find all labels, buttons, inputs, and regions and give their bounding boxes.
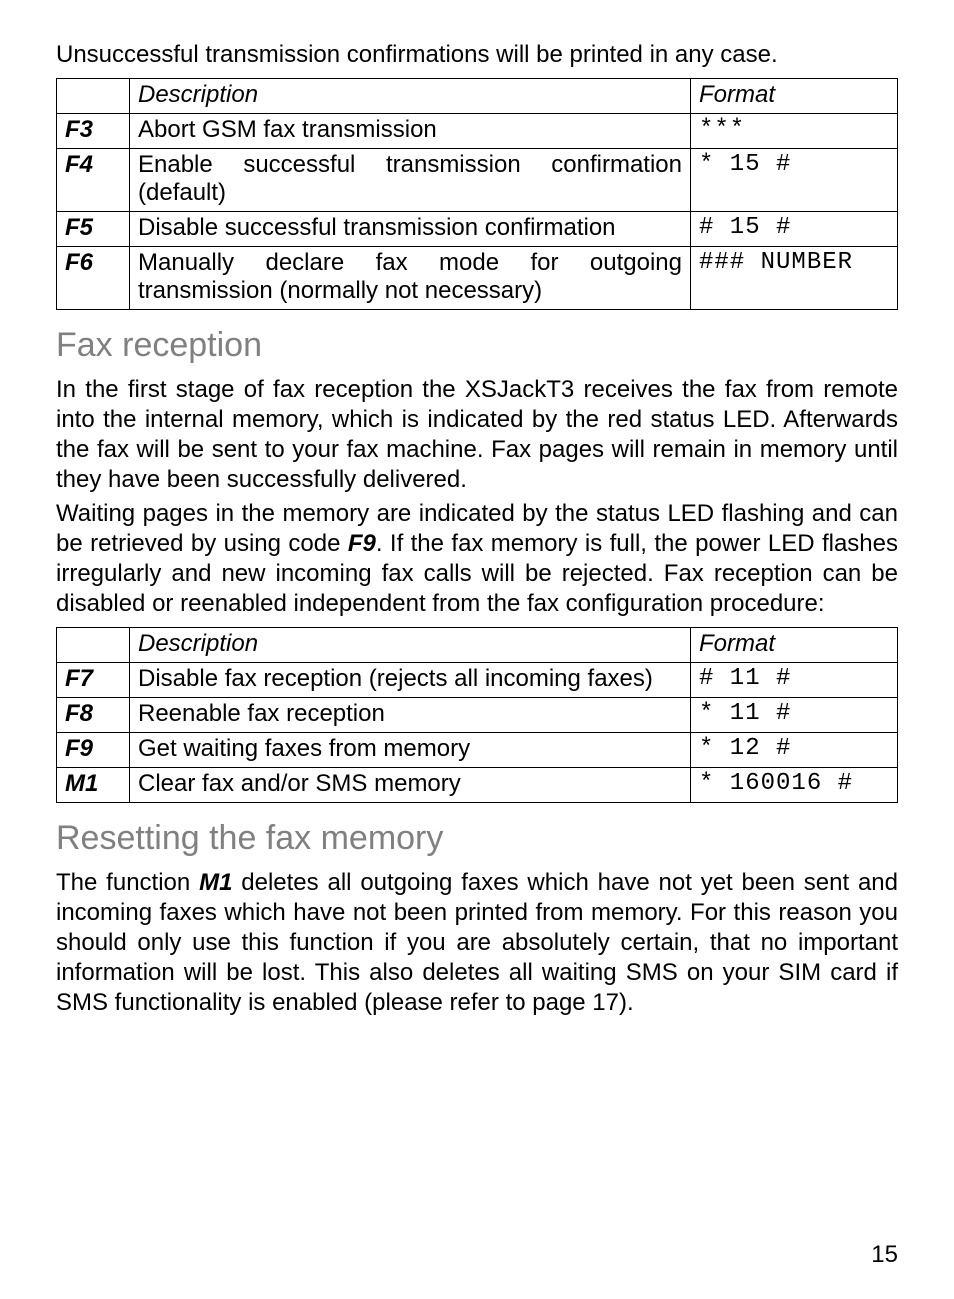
code-cell: F5 <box>57 212 130 247</box>
table-row: F3 Abort GSM fax transmission *** <box>57 114 898 149</box>
table-row: F8 Reenable fax reception * 11 # <box>57 698 898 733</box>
table-header-format: Format <box>691 628 898 663</box>
intro-paragraph: Unsuccessful transmission confirmations … <box>56 40 898 70</box>
table-row: F7 Disable fax reception (rejects all in… <box>57 663 898 698</box>
code-cell: F8 <box>57 698 130 733</box>
table-row: F9 Get waiting faxes from memory * 12 # <box>57 733 898 768</box>
format-cell: # 15 # <box>691 212 898 247</box>
table-header-description: Description <box>130 79 691 114</box>
description-cell: Abort GSM fax transmission <box>130 114 691 149</box>
code-cell: F6 <box>57 247 130 310</box>
table-header-code <box>57 79 130 114</box>
table-fax-transmission-codes: Description Format F3 Abort GSM fax tran… <box>56 78 898 310</box>
code-cell: F7 <box>57 663 130 698</box>
description-cell: Reenable fax reception <box>130 698 691 733</box>
inline-code-m1: M1 <box>199 869 232 896</box>
table-header-row: Description Format <box>57 628 898 663</box>
description-cell: Get waiting faxes from memory <box>130 733 691 768</box>
description-cell: Disable fax reception (rejects all incom… <box>130 663 691 698</box>
fax-reception-paragraph-2: Waiting pages in the memory are indicate… <box>56 499 898 619</box>
format-cell: * 160016 # <box>691 768 898 803</box>
table-row: M1 Clear fax and/or SMS memory * 160016 … <box>57 768 898 803</box>
format-cell: * 15 # <box>691 149 898 212</box>
heading-fax-reception: Fax reception <box>56 326 898 365</box>
table-header-row: Description Format <box>57 79 898 114</box>
code-cell: F3 <box>57 114 130 149</box>
page: Unsuccessful transmission confirmations … <box>0 0 954 1299</box>
format-cell: * 12 # <box>691 733 898 768</box>
format-cell: * 11 # <box>691 698 898 733</box>
heading-resetting-fax-memory: Resetting the fax memory <box>56 819 898 858</box>
code-cell: F9 <box>57 733 130 768</box>
page-number: 15 <box>871 1241 898 1269</box>
description-cell: Enable successful transmission confirma­… <box>130 149 691 212</box>
table-header-code <box>57 628 130 663</box>
description-cell: Clear fax and/or SMS memory <box>130 768 691 803</box>
code-cell: F4 <box>57 149 130 212</box>
table-fax-reception-codes: Description Format F7 Disable fax recept… <box>56 627 898 803</box>
table-row: F4 Enable successful transmission confir… <box>57 149 898 212</box>
table-header-description: Description <box>130 628 691 663</box>
format-cell: ### NUMBER <box>691 247 898 310</box>
resetting-paragraph: The function M1 deletes all outgoing fax… <box>56 868 898 1018</box>
text-run: The function <box>56 869 199 896</box>
table-row: F5 Disable successful transmission confi… <box>57 212 898 247</box>
table-header-format: Format <box>691 79 898 114</box>
description-cell: Disable successful transmission confirma… <box>130 212 691 247</box>
fax-reception-paragraph-1: In the first stage of fax reception the … <box>56 375 898 495</box>
table-row: F6 Manually declare fax mode for outgoin… <box>57 247 898 310</box>
format-cell: # 11 # <box>691 663 898 698</box>
code-cell: M1 <box>57 768 130 803</box>
inline-code-f9: F9 <box>348 530 376 557</box>
description-cell: Manually declare fax mode for outgoing t… <box>130 247 691 310</box>
format-cell: *** <box>691 114 898 149</box>
